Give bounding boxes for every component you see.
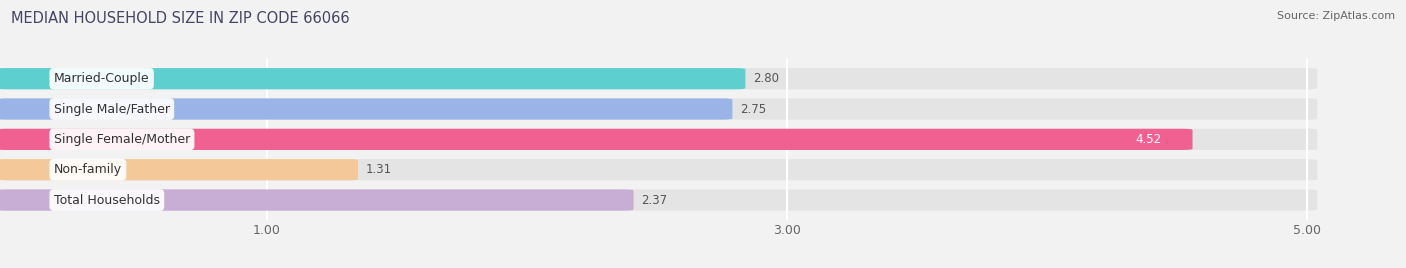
Text: MEDIAN HOUSEHOLD SIZE IN ZIP CODE 66066: MEDIAN HOUSEHOLD SIZE IN ZIP CODE 66066 bbox=[11, 11, 350, 26]
Text: 1.31: 1.31 bbox=[366, 163, 392, 176]
Text: Single Male/Father: Single Male/Father bbox=[53, 103, 170, 116]
Text: 2.75: 2.75 bbox=[740, 103, 766, 116]
Text: 2.37: 2.37 bbox=[641, 193, 668, 207]
Text: Non-family: Non-family bbox=[53, 163, 122, 176]
FancyBboxPatch shape bbox=[0, 159, 1317, 180]
Text: Total Households: Total Households bbox=[53, 193, 160, 207]
FancyBboxPatch shape bbox=[0, 189, 1317, 211]
FancyBboxPatch shape bbox=[0, 68, 1317, 89]
FancyBboxPatch shape bbox=[0, 68, 745, 89]
FancyBboxPatch shape bbox=[0, 189, 634, 211]
FancyBboxPatch shape bbox=[0, 129, 1192, 150]
Text: Single Female/Mother: Single Female/Mother bbox=[53, 133, 190, 146]
FancyBboxPatch shape bbox=[0, 98, 733, 120]
Text: Source: ZipAtlas.com: Source: ZipAtlas.com bbox=[1277, 11, 1395, 21]
Text: 2.80: 2.80 bbox=[754, 72, 779, 85]
Text: 4.52: 4.52 bbox=[1135, 133, 1161, 146]
FancyBboxPatch shape bbox=[0, 129, 1317, 150]
FancyBboxPatch shape bbox=[0, 98, 1317, 120]
Text: Married-Couple: Married-Couple bbox=[53, 72, 149, 85]
FancyBboxPatch shape bbox=[0, 159, 359, 180]
